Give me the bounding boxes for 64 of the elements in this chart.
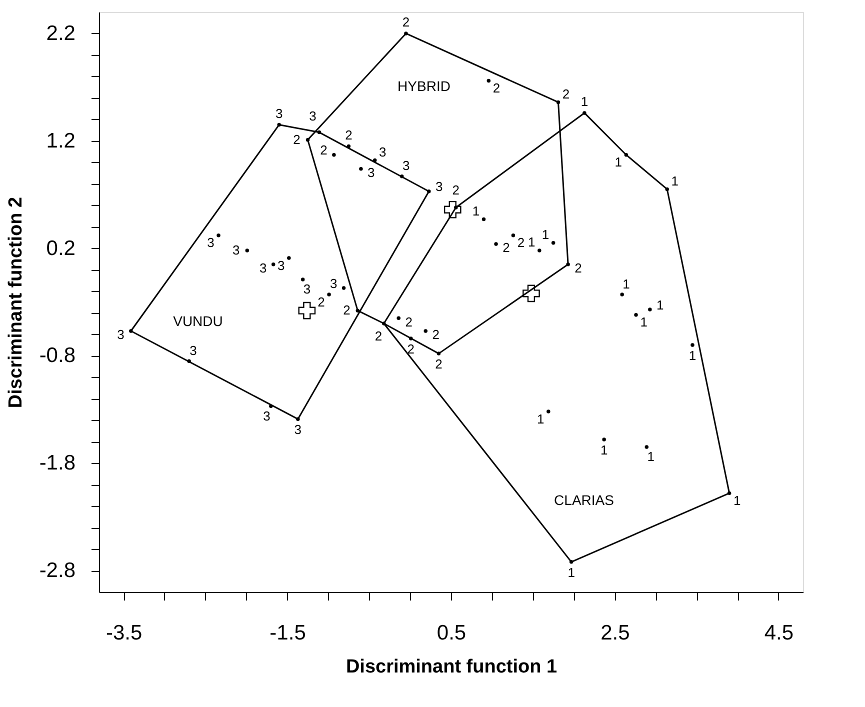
x-tick-label: -1.5 [270,622,306,644]
text: 1 [640,314,648,330]
text: 2 [562,86,570,102]
text: 3 [232,242,240,258]
text: 3 [368,165,375,180]
text: 1 [528,234,536,250]
text: 2 [502,240,510,256]
text: 1 [580,94,588,109]
text: 1 [656,297,664,312]
text: 2 [402,14,410,30]
text: 2 [345,127,352,142]
x-axis-title: Discriminant function 1 [346,656,558,678]
text: 1 [622,276,630,292]
annotation: CLARIAS [554,492,614,508]
y-tick-label: -1.8 [39,452,76,475]
y-tick-label: 1.2 [46,129,76,152]
annotation: VUNDU [173,313,223,329]
y-tick-label: 0.2 [46,236,76,260]
x-tick-label: 2.5 [600,622,630,644]
text: 2 [435,356,442,372]
series-label: 1 [647,449,654,464]
y-axis-title: Discriminant function 2 [5,196,26,408]
text: 2 [293,132,300,147]
series-label: 2 [517,235,525,250]
text: 3 [303,282,311,297]
annotation: HYBRID [398,78,450,94]
text: 3 [435,179,443,194]
x-tick-label: 0.5 [436,622,466,644]
text: 1 [472,203,480,218]
x-tick-label: -3.5 [106,622,142,644]
y-tick-label: -0.8 [39,344,76,368]
series-label: 3 [263,408,270,424]
text: 3 [190,342,197,358]
text: 3 [402,158,410,174]
text: 3 [379,144,386,160]
text: 3 [275,106,283,121]
text: 3 [309,108,316,124]
text: 3 [117,327,124,342]
text: 1 [614,154,622,170]
text: 2 [318,294,325,310]
text: 2 [492,80,500,96]
text: 2 [343,302,350,318]
text: 1 [542,227,550,242]
text: 2 [320,142,328,158]
text: 3 [330,276,338,291]
text: 3 [207,235,214,250]
text: 2 [407,342,415,357]
text: 2 [452,182,460,198]
text: 1 [600,442,608,458]
y-tick-label: -2.8 [39,559,76,582]
y-tick-label: 2.2 [46,22,76,45]
text: 2 [405,314,412,330]
text: 3 [294,422,302,438]
text: 1 [671,173,679,188]
text: 3 [260,260,267,276]
x-tick-label: 4.5 [764,622,794,644]
text: 2 [432,327,440,342]
text: 3 [278,258,285,273]
text: 1 [688,348,696,363]
text: 1 [734,492,741,508]
text: 2 [374,328,382,344]
text: 1 [536,411,544,426]
text: 1 [568,564,575,580]
text: 2 [574,260,582,276]
